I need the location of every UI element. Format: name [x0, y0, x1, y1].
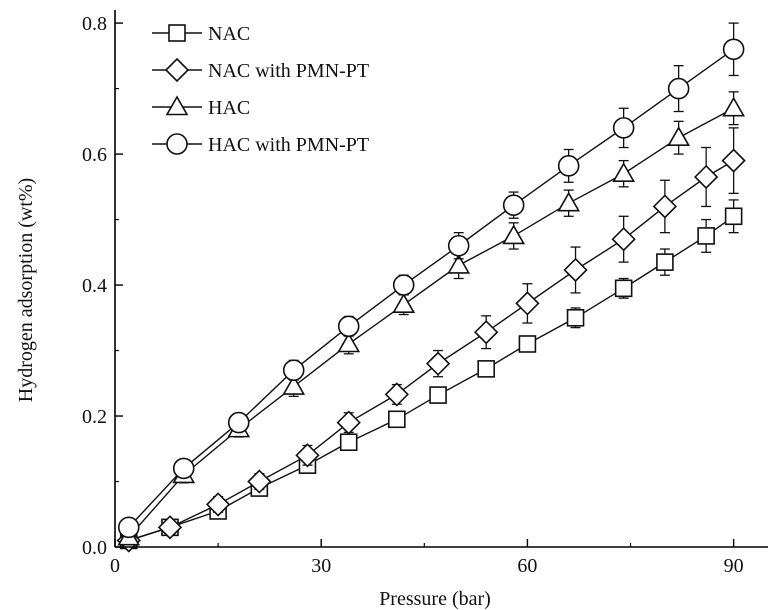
data-point-diamond — [611, 227, 636, 252]
data-point-square — [339, 433, 358, 452]
y-tick-label: 0.8 — [82, 13, 107, 35]
legend-label: HAC with PMN-PT — [208, 134, 369, 156]
data-point-triangle — [667, 126, 691, 147]
data-point-diamond — [205, 492, 231, 517]
data-point-diamond — [157, 515, 183, 540]
y-tick-label: 0.2 — [82, 406, 107, 428]
data-point-circle — [282, 359, 305, 381]
data-point-diamond — [721, 148, 746, 173]
x-tick-label: 30 — [311, 555, 331, 577]
legend: NAC NAC with PMN-PT HAC HAC with PMN-PT — [152, 23, 369, 156]
data-point-square — [388, 410, 406, 429]
series-diamond — [116, 127, 746, 553]
y-tick-label: 0.0 — [82, 537, 107, 559]
series-layer — [116, 22, 746, 553]
x-tick-label: 0 — [110, 555, 120, 577]
data-point-circle — [337, 315, 360, 338]
data-point-diamond — [384, 382, 409, 407]
data-point-square — [477, 360, 495, 378]
data-point-circle — [117, 516, 140, 539]
data-point-square — [724, 207, 743, 226]
data-point-diamond — [563, 257, 588, 283]
data-point-diamond — [474, 320, 499, 345]
legend-marker-circle — [166, 133, 188, 155]
legend-label: NAC with PMN-PT — [208, 60, 369, 82]
data-point-triangle — [447, 253, 471, 274]
legend-label: NAC — [208, 23, 250, 45]
data-point-circle — [502, 194, 525, 216]
data-point-diamond — [336, 410, 361, 435]
data-point-square — [566, 308, 585, 327]
data-point-circle — [227, 411, 250, 434]
y-axis-title: Hydrogen adsorption (wt%) — [15, 178, 37, 402]
data-point-circle — [172, 457, 195, 480]
data-point-diamond — [295, 443, 320, 468]
data-point-triangle — [557, 191, 581, 212]
data-point-triangle — [722, 96, 746, 117]
ticks: 0 30 60 90 0.0 0.2 0.4 0.6 0.8 — [82, 13, 744, 577]
data-point-square — [429, 386, 447, 404]
legend-marker-diamond — [164, 57, 190, 83]
data-point-diamond — [247, 469, 272, 494]
series-circle — [117, 22, 745, 539]
data-point-diamond — [652, 194, 678, 219]
data-point-triangle — [502, 224, 526, 245]
data-point-triangle — [282, 374, 306, 395]
data-point-circle — [612, 117, 635, 139]
data-point-square — [697, 227, 715, 245]
data-point-triangle — [612, 162, 636, 183]
data-point-circle — [447, 234, 470, 257]
legend-marker-triangle — [165, 95, 189, 116]
data-point-triangle — [337, 332, 361, 353]
x-tick-label: 90 — [724, 555, 744, 577]
series-line — [128, 48, 735, 528]
data-point-square — [614, 279, 633, 298]
series-triangle — [117, 91, 746, 546]
data-point-square — [656, 253, 674, 271]
data-point-circle — [667, 77, 690, 100]
data-point-diamond — [515, 291, 540, 316]
data-point-triangle — [392, 293, 416, 313]
y-tick-label: 0.6 — [82, 144, 107, 166]
data-point-diamond — [425, 351, 451, 376]
y-tick-label: 0.4 — [82, 275, 107, 297]
axes — [114, 10, 768, 548]
data-point-square — [518, 335, 537, 353]
data-point-circle — [392, 274, 415, 296]
legend-marker-square — [168, 24, 186, 42]
data-point-circle — [557, 155, 580, 177]
x-tick-label: 60 — [517, 555, 537, 577]
x-axis-title: Pressure (bar) — [379, 588, 491, 610]
data-point-diamond — [694, 164, 719, 190]
legend-label: HAC — [208, 97, 250, 119]
data-point-circle — [722, 38, 745, 61]
